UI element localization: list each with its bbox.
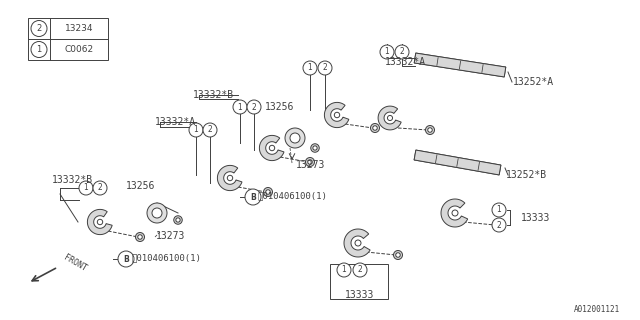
- Text: B: B: [250, 193, 256, 202]
- Bar: [330, 264, 388, 299]
- Text: 13273: 13273: [156, 231, 186, 241]
- Circle shape: [264, 188, 273, 196]
- Circle shape: [428, 128, 432, 132]
- Polygon shape: [324, 102, 349, 128]
- Circle shape: [93, 181, 107, 195]
- Text: Ⓑ010406100(1): Ⓑ010406100(1): [132, 253, 202, 262]
- Text: 13333: 13333: [346, 290, 374, 300]
- Circle shape: [138, 235, 142, 239]
- Polygon shape: [414, 150, 501, 175]
- Text: B: B: [123, 254, 129, 263]
- Circle shape: [189, 123, 203, 137]
- Circle shape: [493, 220, 502, 229]
- Circle shape: [353, 263, 367, 277]
- Circle shape: [394, 251, 403, 260]
- Circle shape: [337, 263, 351, 277]
- Circle shape: [396, 253, 400, 257]
- Circle shape: [380, 45, 394, 59]
- Polygon shape: [88, 209, 112, 235]
- Circle shape: [395, 45, 409, 59]
- Circle shape: [31, 20, 47, 36]
- Text: 13256: 13256: [265, 102, 294, 112]
- Text: 2: 2: [323, 63, 328, 73]
- Circle shape: [79, 181, 93, 195]
- Text: 1: 1: [36, 45, 42, 54]
- Circle shape: [176, 218, 180, 222]
- Text: 2: 2: [207, 125, 212, 134]
- Circle shape: [426, 125, 435, 134]
- Text: 1: 1: [385, 47, 389, 57]
- Text: 13252*A: 13252*A: [513, 77, 554, 87]
- Text: 1: 1: [308, 63, 312, 73]
- Circle shape: [203, 123, 217, 137]
- Text: 2: 2: [98, 183, 102, 193]
- Text: A012001121: A012001121: [573, 305, 620, 314]
- Circle shape: [97, 219, 102, 225]
- Circle shape: [303, 61, 317, 75]
- Polygon shape: [218, 165, 242, 191]
- Polygon shape: [259, 135, 284, 161]
- Circle shape: [173, 216, 182, 224]
- Text: 1: 1: [342, 266, 346, 275]
- Text: 13256: 13256: [126, 181, 156, 191]
- Text: 13332*B: 13332*B: [193, 90, 234, 100]
- Polygon shape: [344, 229, 370, 257]
- Circle shape: [290, 133, 300, 143]
- Circle shape: [492, 218, 506, 232]
- Text: 1: 1: [194, 125, 198, 134]
- Text: 2: 2: [358, 266, 362, 275]
- Circle shape: [118, 251, 134, 267]
- Circle shape: [266, 190, 270, 194]
- Circle shape: [495, 223, 499, 227]
- Text: 1: 1: [497, 205, 501, 214]
- Circle shape: [452, 210, 458, 216]
- Circle shape: [372, 126, 377, 130]
- Circle shape: [233, 100, 247, 114]
- Circle shape: [308, 160, 312, 164]
- Circle shape: [31, 42, 47, 58]
- Circle shape: [492, 203, 506, 217]
- Text: 13333: 13333: [521, 213, 550, 223]
- Circle shape: [311, 144, 319, 152]
- Circle shape: [305, 157, 314, 166]
- Polygon shape: [378, 106, 401, 130]
- Text: 2: 2: [252, 102, 257, 111]
- Polygon shape: [414, 150, 501, 175]
- Polygon shape: [414, 53, 506, 77]
- Circle shape: [355, 240, 361, 246]
- Circle shape: [152, 208, 162, 218]
- Circle shape: [387, 116, 392, 121]
- Circle shape: [371, 124, 380, 132]
- Text: 13332*A: 13332*A: [155, 117, 196, 127]
- Text: 13332*A: 13332*A: [385, 57, 426, 67]
- Circle shape: [269, 145, 275, 151]
- Text: Ⓑ010406100(1): Ⓑ010406100(1): [258, 191, 328, 201]
- Text: 2: 2: [36, 24, 42, 33]
- Text: 2: 2: [497, 220, 501, 229]
- Circle shape: [285, 128, 305, 148]
- Bar: [28, 18, 108, 60]
- Circle shape: [147, 203, 167, 223]
- Text: 13332*B: 13332*B: [52, 175, 93, 185]
- Text: C0062: C0062: [65, 45, 93, 54]
- Text: 13234: 13234: [65, 24, 93, 33]
- Circle shape: [334, 112, 340, 118]
- Text: 2: 2: [399, 47, 404, 57]
- Circle shape: [318, 61, 332, 75]
- Circle shape: [313, 146, 317, 150]
- Circle shape: [247, 100, 261, 114]
- Text: 1: 1: [237, 102, 243, 111]
- Circle shape: [245, 189, 261, 205]
- Polygon shape: [414, 53, 506, 77]
- Text: 1: 1: [84, 183, 88, 193]
- Circle shape: [227, 175, 233, 181]
- Text: 13252*B: 13252*B: [506, 170, 547, 180]
- Circle shape: [136, 233, 145, 242]
- Text: 13273: 13273: [296, 160, 325, 170]
- Polygon shape: [441, 199, 468, 227]
- Text: FRONT: FRONT: [62, 253, 88, 273]
